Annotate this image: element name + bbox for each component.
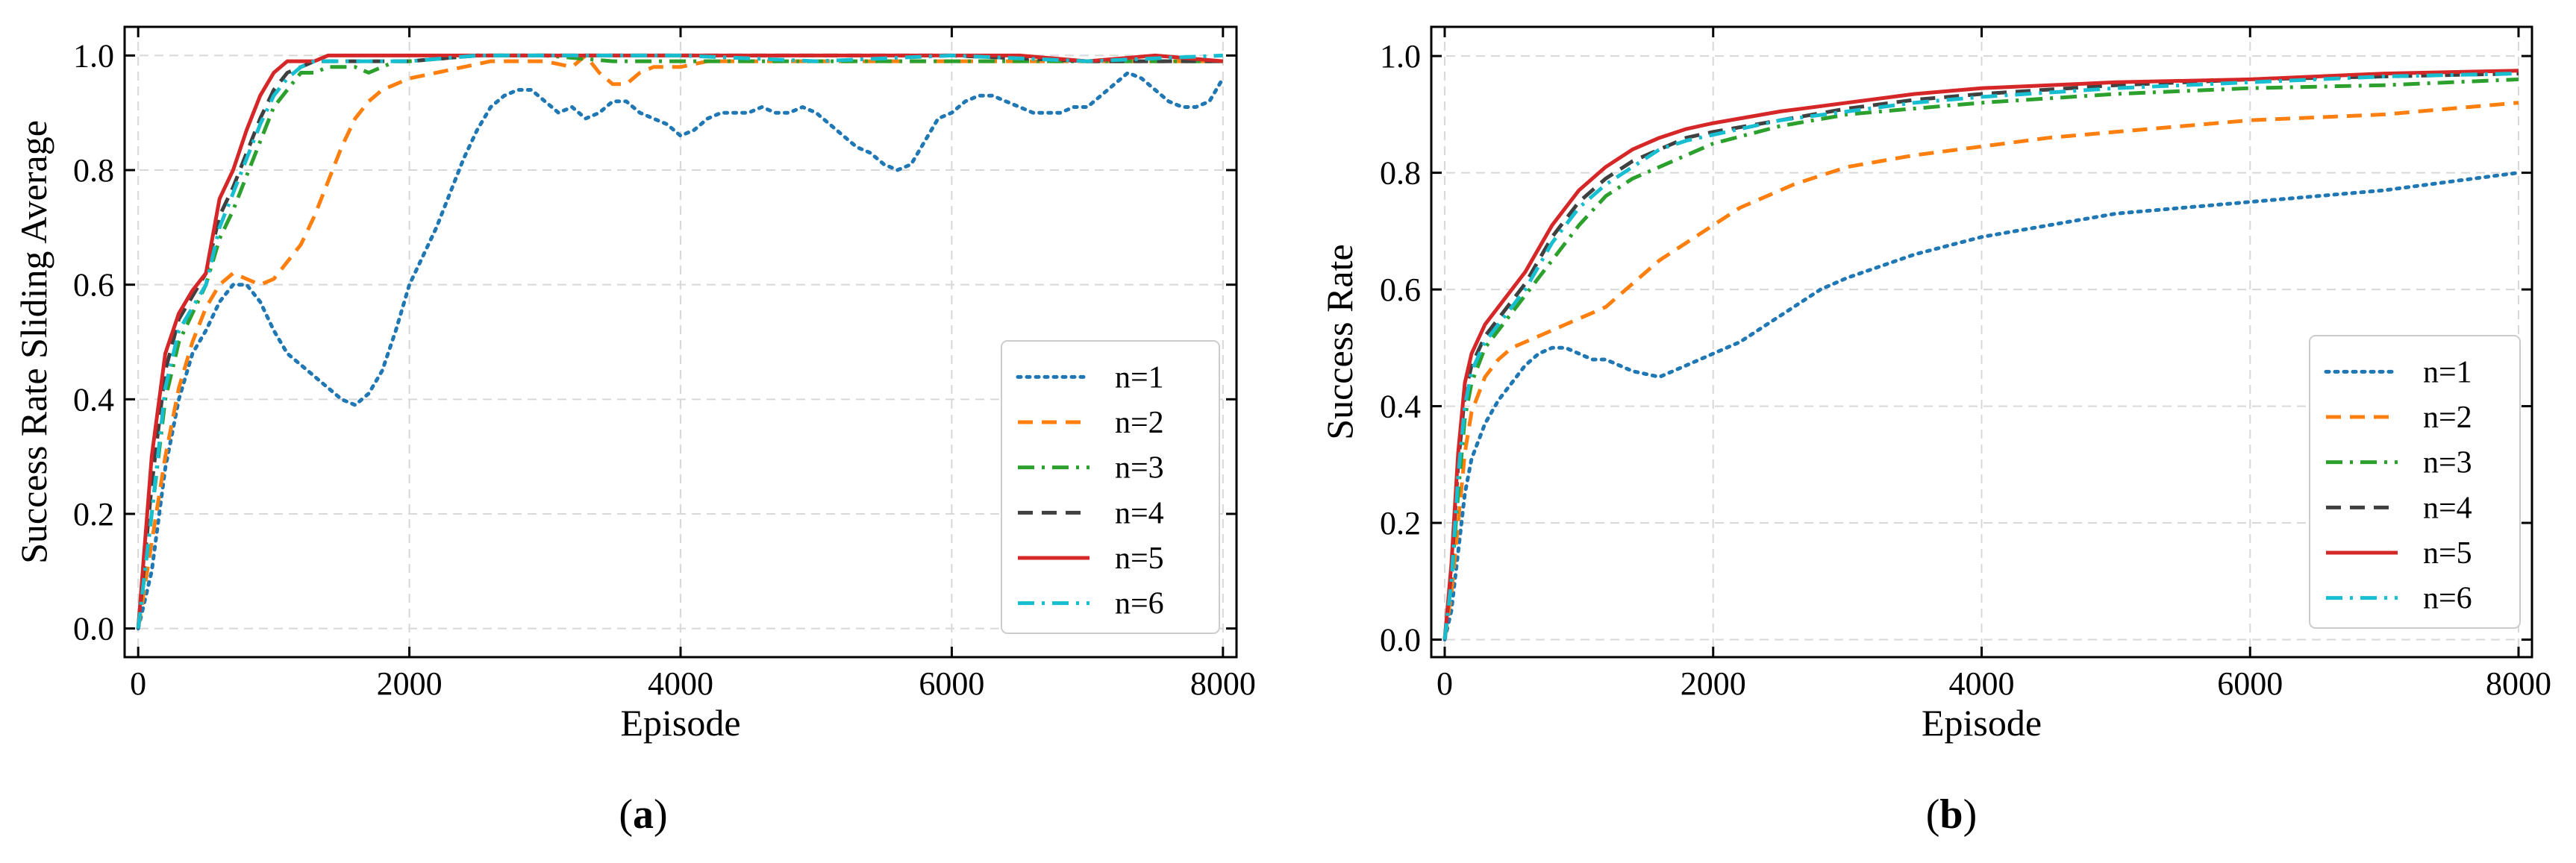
panel-a-y-tick-label: 0.6 (73, 267, 114, 304)
panel-b-caption-letter: b (1939, 791, 1963, 838)
panel-b-legend-label: n=6 (2423, 582, 2472, 616)
panel-a-y-tick-label: 0.0 (73, 611, 114, 647)
panel-b-x-tick-label: 4000 (1949, 665, 2015, 702)
panel-a-y-tick-label: 0.4 (73, 381, 114, 418)
panel-b-legend-label: n=3 (2423, 446, 2472, 480)
panel-a-chart: 0 2000 4000 6000 8000 0.0 0.2 0.4 0.6 0.8 1.0 Epis… (13, 25, 1256, 838)
panel-b-y-tick-label: 1.0 (1380, 38, 1421, 75)
panel-a-caption: (a) (619, 791, 667, 838)
panel-a-series-line-n3 (136, 53, 1223, 629)
panel-a-x-tick-label: 0 (130, 665, 146, 702)
panel-b-x-tick-label: 6000 (2217, 665, 2283, 702)
panel-a-legend-label: n=3 (1115, 451, 1164, 486)
panel-b-legend-label: n=1 (2423, 355, 2472, 389)
panel-b-y-tick-label: 0.4 (1380, 389, 1421, 425)
panel-a-y-tick-label: 1.0 (73, 37, 114, 74)
panel-b-series-line-n3 (1442, 77, 2519, 640)
panel-b-series-line-n6 (1442, 72, 2519, 640)
panel-a-x-tick-label: 2000 (377, 665, 443, 702)
panel-b-y-tick-label: 0.2 (1380, 505, 1421, 542)
panel-b-x-tick-label: 0 (1437, 665, 1453, 702)
panel-a-legend-label: n=2 (1115, 406, 1164, 440)
panel-b-x-tick-label: 2000 (1681, 665, 1746, 702)
panel-b-caption: (b) (1926, 791, 1977, 838)
panel-b-x-tick-label: 8000 (2486, 665, 2551, 702)
panel-b-y-tick-label: 0.8 (1380, 155, 1421, 192)
panel-a-x-axis-label: Episode (620, 702, 740, 744)
panel-a-legend-box (1001, 340, 1220, 634)
panel-a-legend-label: n=4 (1115, 496, 1164, 530)
panel-b-y-tick-label: 0.6 (1380, 272, 1421, 308)
panel-b-chart: 0 2000 4000 6000 8000 0.0 0.2 0.4 0.6 0.8 1.0 Epis… (1319, 25, 2551, 838)
panel-b-legend-label: n=4 (2423, 491, 2472, 525)
panel-b-y-tick-label: 0.0 (1380, 622, 1421, 659)
panel-a-x-tick-label: 8000 (1190, 665, 1256, 702)
panel-a-y-axis-label: Success Rate Sliding Average (13, 120, 54, 564)
panel-a-legend-label: n=6 (1115, 587, 1164, 621)
panel-a-legend-label: n=1 (1115, 360, 1164, 395)
panel-b-legend-box (2309, 335, 2521, 629)
panel-a-series-line-n6 (136, 53, 1223, 629)
panel-b-series-line-n1 (1442, 171, 2521, 641)
panel-b-legend-label: n=2 (2423, 401, 2472, 435)
panel-b-legend-label: n=5 (2423, 536, 2472, 571)
panel-a-series-line-n1 (136, 71, 1225, 631)
panel-b-x-axis-label: Episode (1922, 702, 2042, 744)
panel-b-legend: n=1 n=2 n=3 n=4 n=5 n=6 (2309, 335, 2521, 629)
panel-a-legend-label: n=5 (1115, 542, 1164, 576)
panel-b-y-axis-label: Success Rate (1319, 244, 1360, 439)
panel-b-series-line-n4 (1442, 72, 2519, 640)
panel-b-series-line-n5 (1442, 69, 2519, 640)
panel-a-x-tick-label: 4000 (648, 665, 713, 702)
panel-a-caption-letter: a (633, 791, 654, 838)
panel-a-y-tick-label: 0.8 (73, 152, 114, 189)
panel-a-x-tick-label: 6000 (919, 665, 984, 702)
panel-a-legend: n=1 n=2 n=3 n=4 n=5 n=6 (1001, 340, 1220, 634)
panel-a-y-tick-label: 0.2 (73, 496, 114, 533)
